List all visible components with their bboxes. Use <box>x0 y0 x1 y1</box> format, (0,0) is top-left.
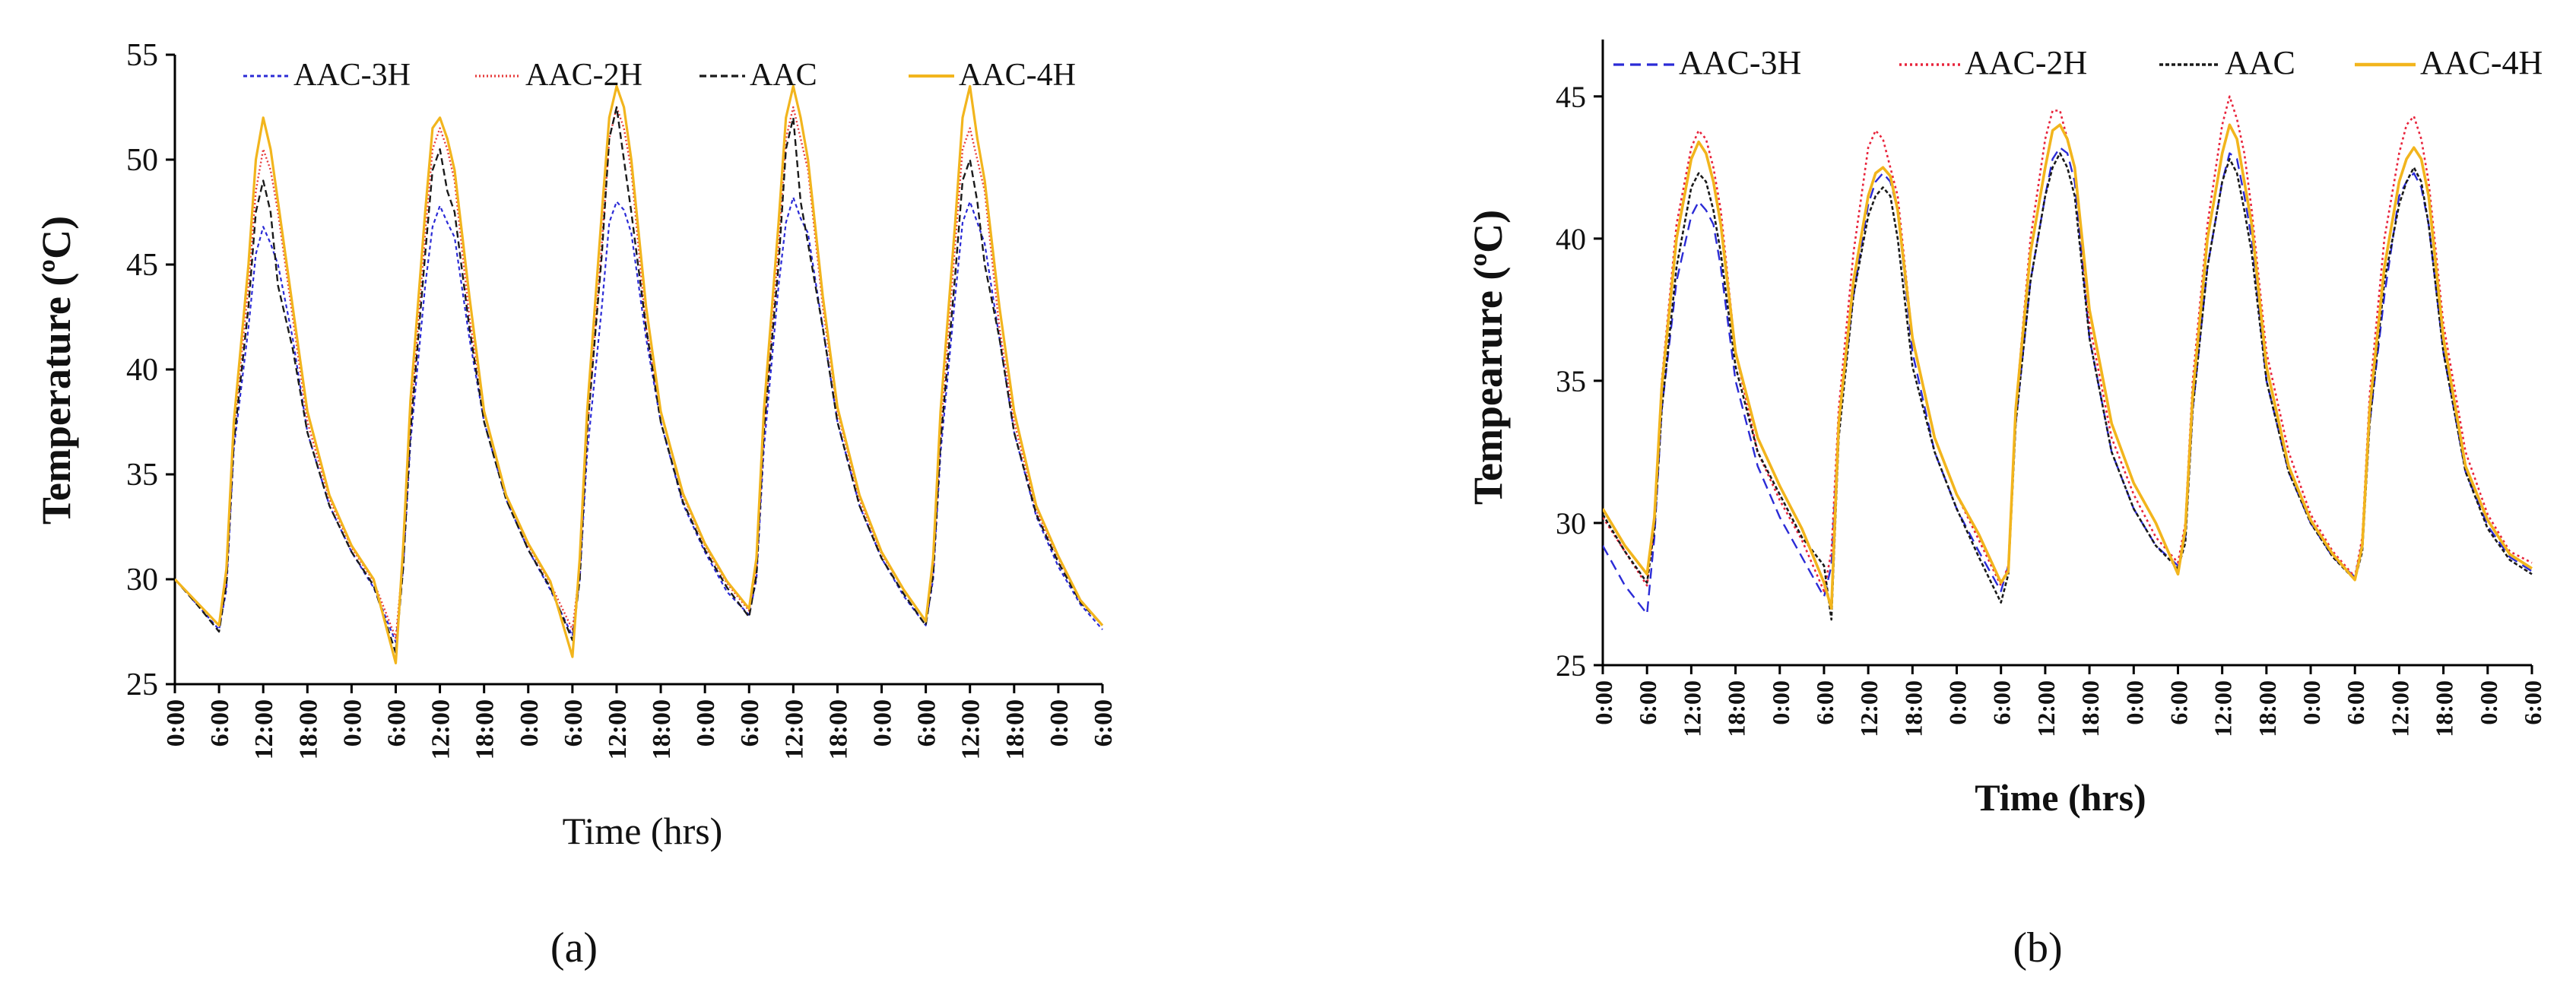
x-tick-label: 6:00 <box>206 699 234 746</box>
chart-a-x-ticks: 0:00 6:00 12:00 18:00 0:00 6:00 12:00 18:00 0:00… <box>162 684 1118 759</box>
x-tick-label: 18:00 <box>648 699 676 759</box>
x-tick-label: 6:00 <box>1811 680 1838 725</box>
x-tick-label: 12:00 <box>957 699 985 759</box>
y-tick-label: 25 <box>1556 648 1586 683</box>
legend-entry-aac-3h: AAC-3H <box>243 58 411 93</box>
series-line-aac-4h <box>1603 123 2533 610</box>
legend-label: AAC-4H <box>2420 44 2543 81</box>
legend-entry-aac: AAC <box>2159 44 2295 81</box>
x-tick-label: 12:00 <box>2386 680 2413 737</box>
x-tick-label: 12:00 <box>1855 680 1883 737</box>
x-tick-label: 18:00 <box>2076 680 2104 737</box>
x-tick-label: 6:00 <box>913 699 941 746</box>
panel-b-label: (b) <box>2013 924 2062 972</box>
y-tick-label: 40 <box>126 353 158 388</box>
chart-b-legend: AAC-3H AAC-2H AAC AAC-4H <box>1613 44 2543 81</box>
y-tick-label: 25 <box>126 667 158 702</box>
x-tick-label: 18:00 <box>1899 680 1927 737</box>
legend-label: AAC-2H <box>525 58 642 93</box>
chart-b-y-axis-label: Tempearure (ºC) <box>1465 210 1511 505</box>
chart-a-plot-area <box>173 55 1104 686</box>
series-line-aac-2h <box>175 106 1103 639</box>
x-tick-label: 12:00 <box>2032 680 2060 737</box>
x-tick-label: 0:00 <box>338 699 366 746</box>
series-line-aac <box>175 106 1103 654</box>
x-tick-label: 12:00 <box>250 699 278 759</box>
x-tick-label: 0:00 <box>1045 699 1074 746</box>
chart-b: 0:00 6:00 12:00 18:00 0:00 6:00 12:00 18:00 0:00… <box>1465 40 2546 819</box>
x-tick-label: 18:00 <box>1723 680 1750 737</box>
chart-b-x-ticks: 0:00 6:00 12:00 18:00 0:00 6:00 12:00 18:00 0:00… <box>1590 665 2546 737</box>
chart-b-x-axis-label: Time (hrs) <box>1975 776 2146 819</box>
legend-entry-aac-2h: AAC-2H <box>1899 44 2087 81</box>
x-tick-label: 0:00 <box>1590 680 1617 725</box>
chart-b-plot-area <box>1601 40 2533 667</box>
x-tick-label: 6:00 <box>2165 680 2192 725</box>
x-tick-label: 12:00 <box>780 699 808 759</box>
legend-entry-aac: AAC <box>700 58 817 93</box>
chart-a-y-ticks: 25 30 35 40 45 50 55 <box>126 38 175 702</box>
chart-a: 0:00 6:00 12:00 18:00 0:00 6:00 12:00 18:00 0:00… <box>33 38 1118 852</box>
legend-label: AAC-2H <box>1965 44 2087 81</box>
x-tick-label: 18:00 <box>1001 699 1029 759</box>
x-tick-label: 18:00 <box>2254 680 2281 737</box>
y-tick-label: 30 <box>1556 506 1586 540</box>
y-tick-label: 40 <box>1556 222 1586 256</box>
legend-entry-aac-4h: AAC-4H <box>2355 44 2543 81</box>
legend-entry-aac-3h: AAC-3H <box>1613 44 1801 81</box>
x-tick-label: 0:00 <box>2475 680 2502 725</box>
x-tick-label: 12:00 <box>2210 680 2237 737</box>
y-tick-label: 50 <box>126 143 158 178</box>
y-tick-label: 55 <box>126 38 158 73</box>
x-tick-label: 0:00 <box>2121 680 2148 725</box>
legend-label: AAC-4H <box>959 58 1076 93</box>
chart-a-y-axis-label: Temperature (ºC) <box>33 216 79 525</box>
x-tick-label: 18:00 <box>471 699 500 759</box>
series-line-aac-4h <box>175 84 1104 665</box>
y-tick-label: 35 <box>1556 364 1586 398</box>
y-tick-label: 45 <box>126 248 158 283</box>
x-tick-label: 12:00 <box>427 699 455 759</box>
y-tick-label: 30 <box>126 563 158 598</box>
legend-label: AAC <box>2225 44 2295 81</box>
x-tick-label: 6:00 <box>736 699 764 746</box>
x-tick-label: 0:00 <box>869 699 897 746</box>
x-tick-label: 6:00 <box>1988 680 2016 725</box>
chart-a-legend: AAC-3H AAC-2H AAC AAC-4H <box>243 58 1076 93</box>
x-tick-label: 6:00 <box>560 699 588 746</box>
x-tick-label: 0:00 <box>1767 680 1794 725</box>
x-tick-label: 6:00 <box>2519 680 2546 725</box>
x-tick-label: 12:00 <box>604 699 632 759</box>
x-tick-label: 18:00 <box>294 699 322 759</box>
x-tick-label: 12:00 <box>1678 680 1705 737</box>
x-tick-label: 0:00 <box>2298 680 2325 725</box>
chart-b-y-ticks: 25 30 35 40 45 <box>1556 80 1603 683</box>
x-tick-label: 6:00 <box>382 699 411 746</box>
legend-entry-aac-2h: AAC-2H <box>475 58 642 93</box>
x-tick-label: 18:00 <box>824 699 852 759</box>
chart-a-x-axis-label: Time (hrs) <box>563 810 723 852</box>
legend-label: AAC <box>750 58 817 93</box>
x-tick-label: 0:00 <box>162 699 190 746</box>
legend-label: AAC-3H <box>1679 44 1801 81</box>
x-tick-label: 18:00 <box>2431 680 2458 737</box>
y-tick-label: 45 <box>1556 80 1586 114</box>
x-tick-label: 6:00 <box>1090 699 1118 746</box>
x-tick-label: 0:00 <box>692 699 720 746</box>
legend-label: AAC-3H <box>293 58 411 93</box>
panel-a-label: (a) <box>550 924 598 972</box>
y-tick-label: 35 <box>126 458 158 493</box>
x-tick-label: 0:00 <box>1944 680 1972 725</box>
x-tick-label: 6:00 <box>2342 680 2369 725</box>
x-tick-label: 0:00 <box>516 699 544 746</box>
legend-entry-aac-4h: AAC-4H <box>909 58 1076 93</box>
x-tick-label: 6:00 <box>1634 680 1661 725</box>
